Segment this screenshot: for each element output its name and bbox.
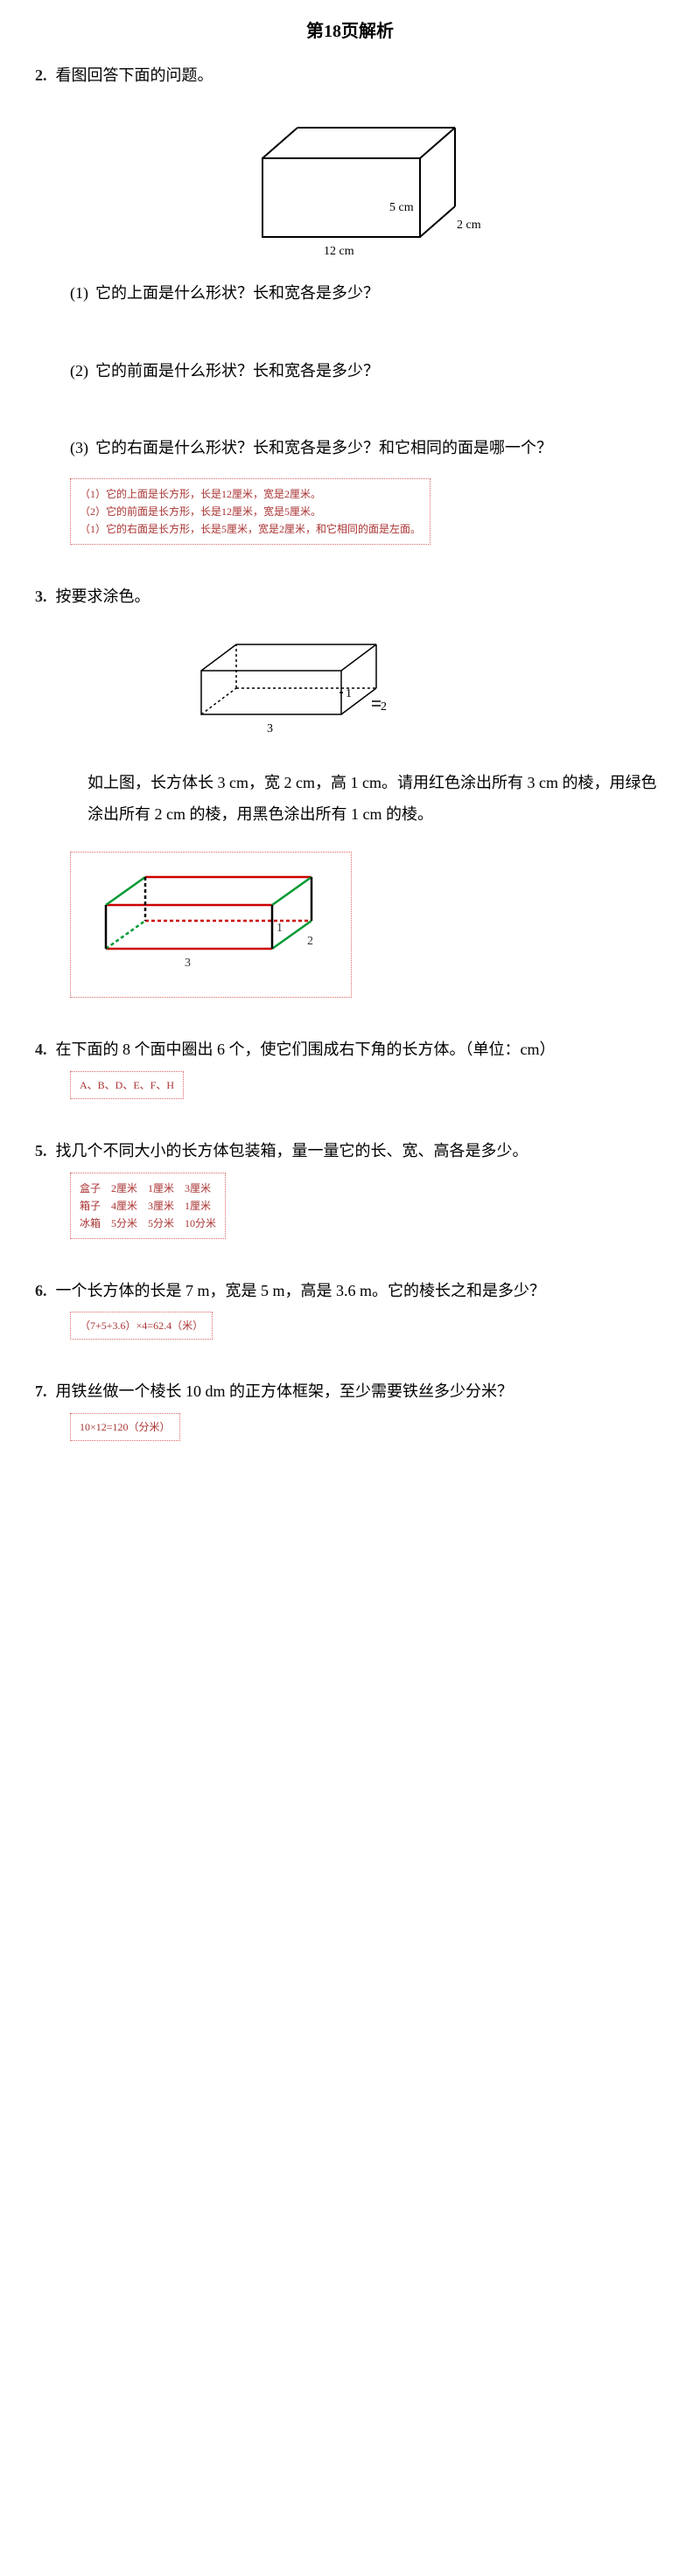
- q2-num: 2.: [35, 63, 47, 88]
- q3-answer: 1 2 3: [70, 852, 352, 998]
- q3-d: 2: [381, 700, 387, 714]
- question-4: 4. 在下面的 8 个面中圈出 6 个，使它们围成右下角的长方体。（单位：cm）…: [35, 1037, 665, 1117]
- q2-w-label: 12 cm: [324, 245, 354, 258]
- q3a-w: 3: [185, 957, 191, 970]
- q2-s3-t: 它的右面是什么形状？长和宽各是多少？和它相同的面是哪一个？: [95, 435, 552, 461]
- q2-s3-n: (3): [70, 435, 88, 461]
- q2-cuboid: 5 cm 2 cm 12 cm: [210, 106, 490, 263]
- q5-a1: 盒子 2厘米 1厘米 3厘米: [80, 1180, 216, 1196]
- q2-s1-t: 它的上面是什么形状？长和宽各是多少？: [95, 281, 379, 306]
- q5-a2: 箱子 4厘米 3厘米 1厘米: [80, 1198, 216, 1214]
- question-5: 5. 找几个不同大小的长方体包装箱，量一量它的长、宽、高各是多少。 盒子 2厘米…: [35, 1138, 665, 1257]
- q3a-h: 1: [276, 922, 283, 935]
- question-7: 7. 用铁丝做一个棱长 10 dm 的正方体框架，至少需要铁丝多少分米？ 10×…: [35, 1379, 665, 1459]
- q7-text: 用铁丝做一个棱长 10 dm 的正方体框架，至少需要铁丝多少分米？: [56, 1379, 666, 1404]
- q3-ans-cuboid: 1 2 3: [80, 861, 342, 984]
- q2-answer: （1）它的上面是长方形，长是12厘米，宽是2厘米。 （2）它的前面是长方形，长是…: [70, 478, 430, 545]
- q7-num: 7.: [35, 1379, 47, 1404]
- page-title: 第18页解析: [35, 17, 665, 45]
- q2-text: 看图回答下面的问题。: [56, 63, 666, 88]
- q5-num: 5.: [35, 1138, 47, 1164]
- q6-num: 6.: [35, 1278, 47, 1304]
- q2-s2-t: 它的前面是什么形状？长和宽各是多少？: [95, 359, 379, 384]
- q5-text: 找几个不同大小的长方体包装箱，量一量它的长、宽、高各是多少。: [56, 1138, 666, 1164]
- question-2: 2. 看图回答下面的问题。 5 cm 2 cm 12 cm (1) 它的上面是什…: [35, 63, 665, 562]
- question-6: 6. 一个长方体的长是 7 m，宽是 5 m，高是 3.6 m。它的棱长之和是多…: [35, 1278, 665, 1358]
- q2-a2: （2）它的前面是长方形，长是12厘米，宽是5厘米。: [80, 504, 421, 519]
- q2-h-label: 5 cm: [389, 201, 414, 214]
- q6-answer: （7+5+3.6）×4=62.4（米）: [70, 1312, 213, 1340]
- q4-answer: A、B、D、E、F、H: [70, 1071, 184, 1099]
- q2-a3: （1）它的右面是长方形，长是5厘米，宽是2厘米，和它相同的面是左面。: [80, 521, 421, 537]
- q4-num: 4.: [35, 1037, 47, 1062]
- q2-s2-n: (2): [70, 359, 88, 384]
- q3-h: 1: [346, 687, 352, 700]
- q3-num: 3.: [35, 584, 47, 609]
- q4-text: 在下面的 8 个面中圈出 6 个，使它们围成右下角的长方体。（单位：cm）: [56, 1037, 666, 1062]
- q2-a1: （1）它的上面是长方形，长是12厘米，宽是2厘米。: [80, 486, 421, 502]
- q3-cuboid: 1 2 3: [166, 627, 411, 749]
- q3a-d: 2: [307, 935, 313, 948]
- q5-a3: 冰箱 5分米 5分米 10分米: [80, 1215, 216, 1231]
- q3-para: 如上图，长方体长 3 cm，宽 2 cm，高 1 cm。请用红色涂出所有 3 c…: [35, 767, 665, 830]
- q2-d-label: 2 cm: [457, 219, 481, 232]
- q6-text: 一个长方体的长是 7 m，宽是 5 m，高是 3.6 m。它的棱长之和是多少？: [56, 1278, 666, 1304]
- q3-w: 3: [267, 722, 273, 735]
- q5-answer: 盒子 2厘米 1厘米 3厘米 箱子 4厘米 3厘米 1厘米 冰箱 5分米 5分米…: [70, 1173, 226, 1239]
- q2-s1-n: (1): [70, 281, 88, 306]
- q3-text: 按要求涂色。: [56, 584, 666, 609]
- question-3: 3. 按要求涂色。 1 2 3 如上图，长方体长 3 cm，宽 2 cm，高 1…: [35, 584, 665, 1015]
- q7-answer: 10×12=120（分米）: [70, 1413, 180, 1441]
